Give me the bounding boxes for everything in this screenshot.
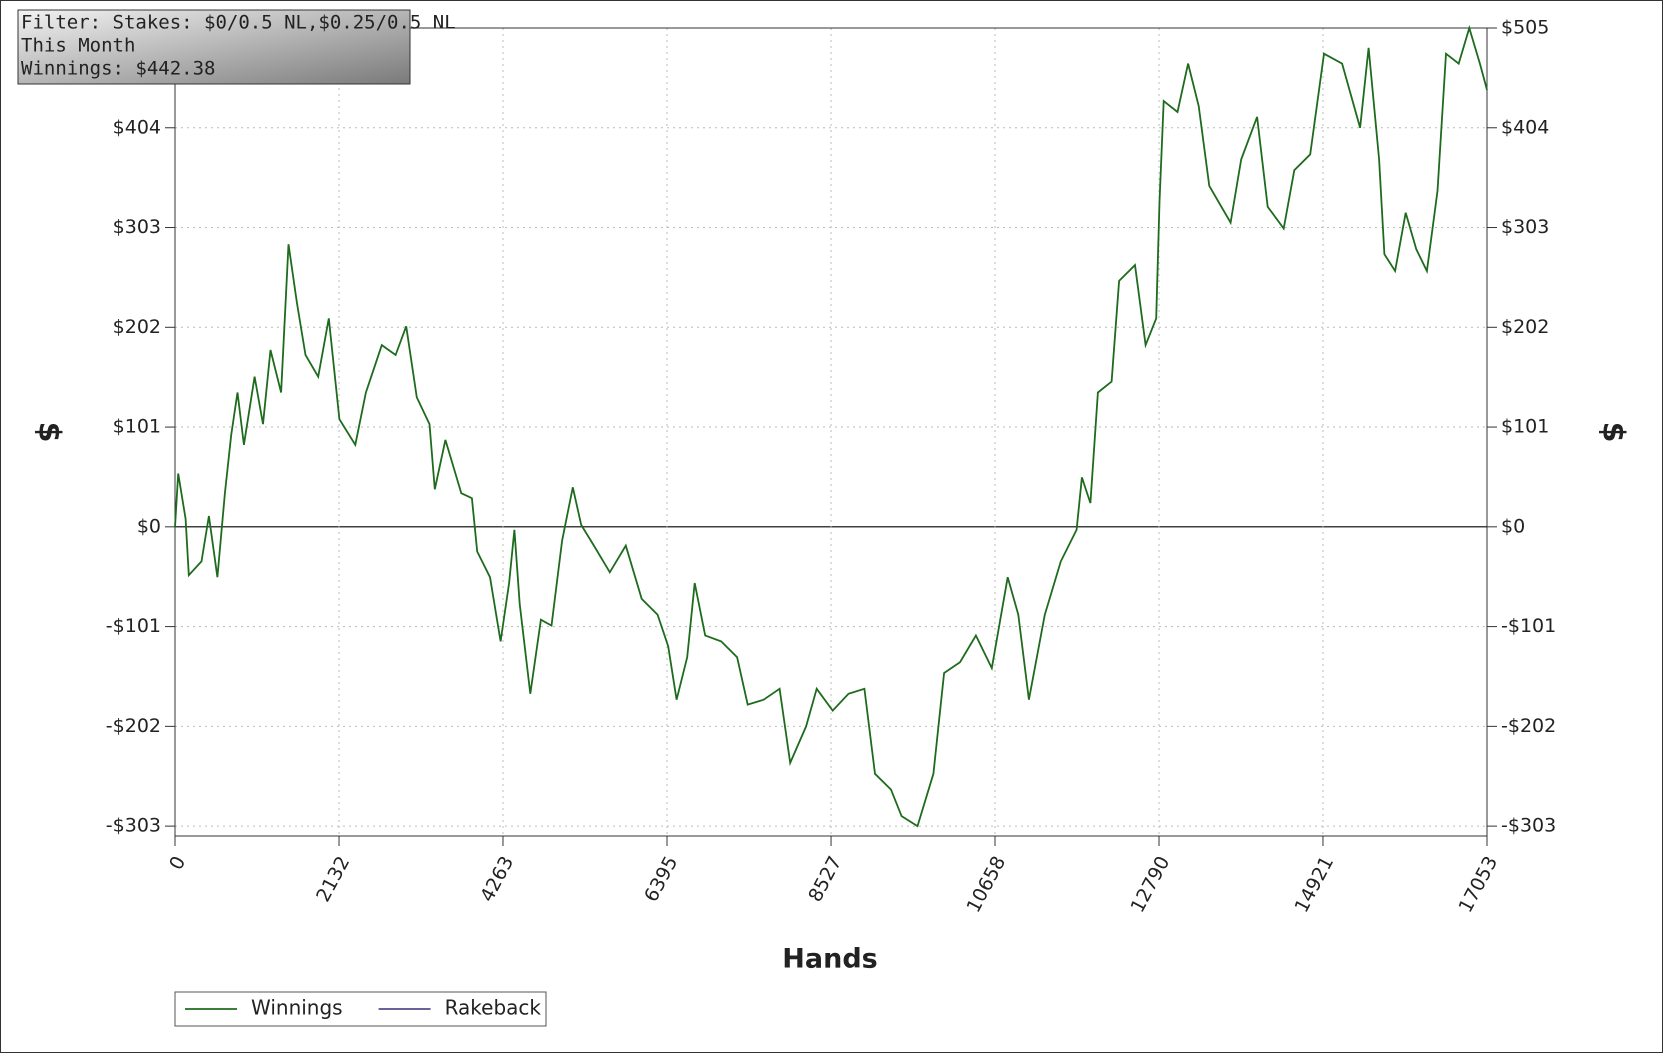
- y2-tick-label: $404: [1501, 116, 1549, 138]
- y-tick-label: $303: [113, 216, 161, 238]
- y-tick-label: -$303: [106, 815, 161, 837]
- y-tick-label: $0: [137, 515, 161, 537]
- y2-tick-label: -$101: [1501, 615, 1556, 637]
- y-axis-label: $: [32, 422, 67, 443]
- filter-box: [17, 9, 411, 85]
- y-tick-label: $202: [113, 316, 161, 338]
- legend-label: Rakeback: [445, 996, 542, 1020]
- filter-text: Filter: Stakes: $0/0.5 NL,$0.25/0.5 NL: [21, 12, 456, 34]
- legend-label: Winnings: [251, 996, 343, 1020]
- y2-tick-label: $303: [1501, 216, 1549, 238]
- filter-text: This Month: [21, 35, 135, 57]
- y2-tick-label: $202: [1501, 316, 1549, 338]
- y2-axis-label: $: [1596, 422, 1631, 443]
- y2-tick-label: $0: [1501, 515, 1525, 537]
- x-axis-label: Hands: [782, 944, 877, 975]
- y2-tick-label: -$202: [1501, 715, 1556, 737]
- y-tick-label: $101: [113, 416, 161, 438]
- filter-text: Winnings: $442.38: [21, 58, 215, 80]
- y-tick-label: -$202: [106, 715, 161, 737]
- y2-tick-label: $101: [1501, 416, 1549, 438]
- plot-border: [174, 27, 1488, 837]
- y2-tick-label: -$303: [1501, 815, 1556, 837]
- y-tick-label: $404: [113, 116, 161, 138]
- y-tick-label: -$101: [106, 615, 161, 637]
- line-series: [174, 24, 1488, 828]
- legend: Winnings Rakeback: [174, 991, 547, 1027]
- y2-tick-label: $505: [1501, 17, 1549, 39]
